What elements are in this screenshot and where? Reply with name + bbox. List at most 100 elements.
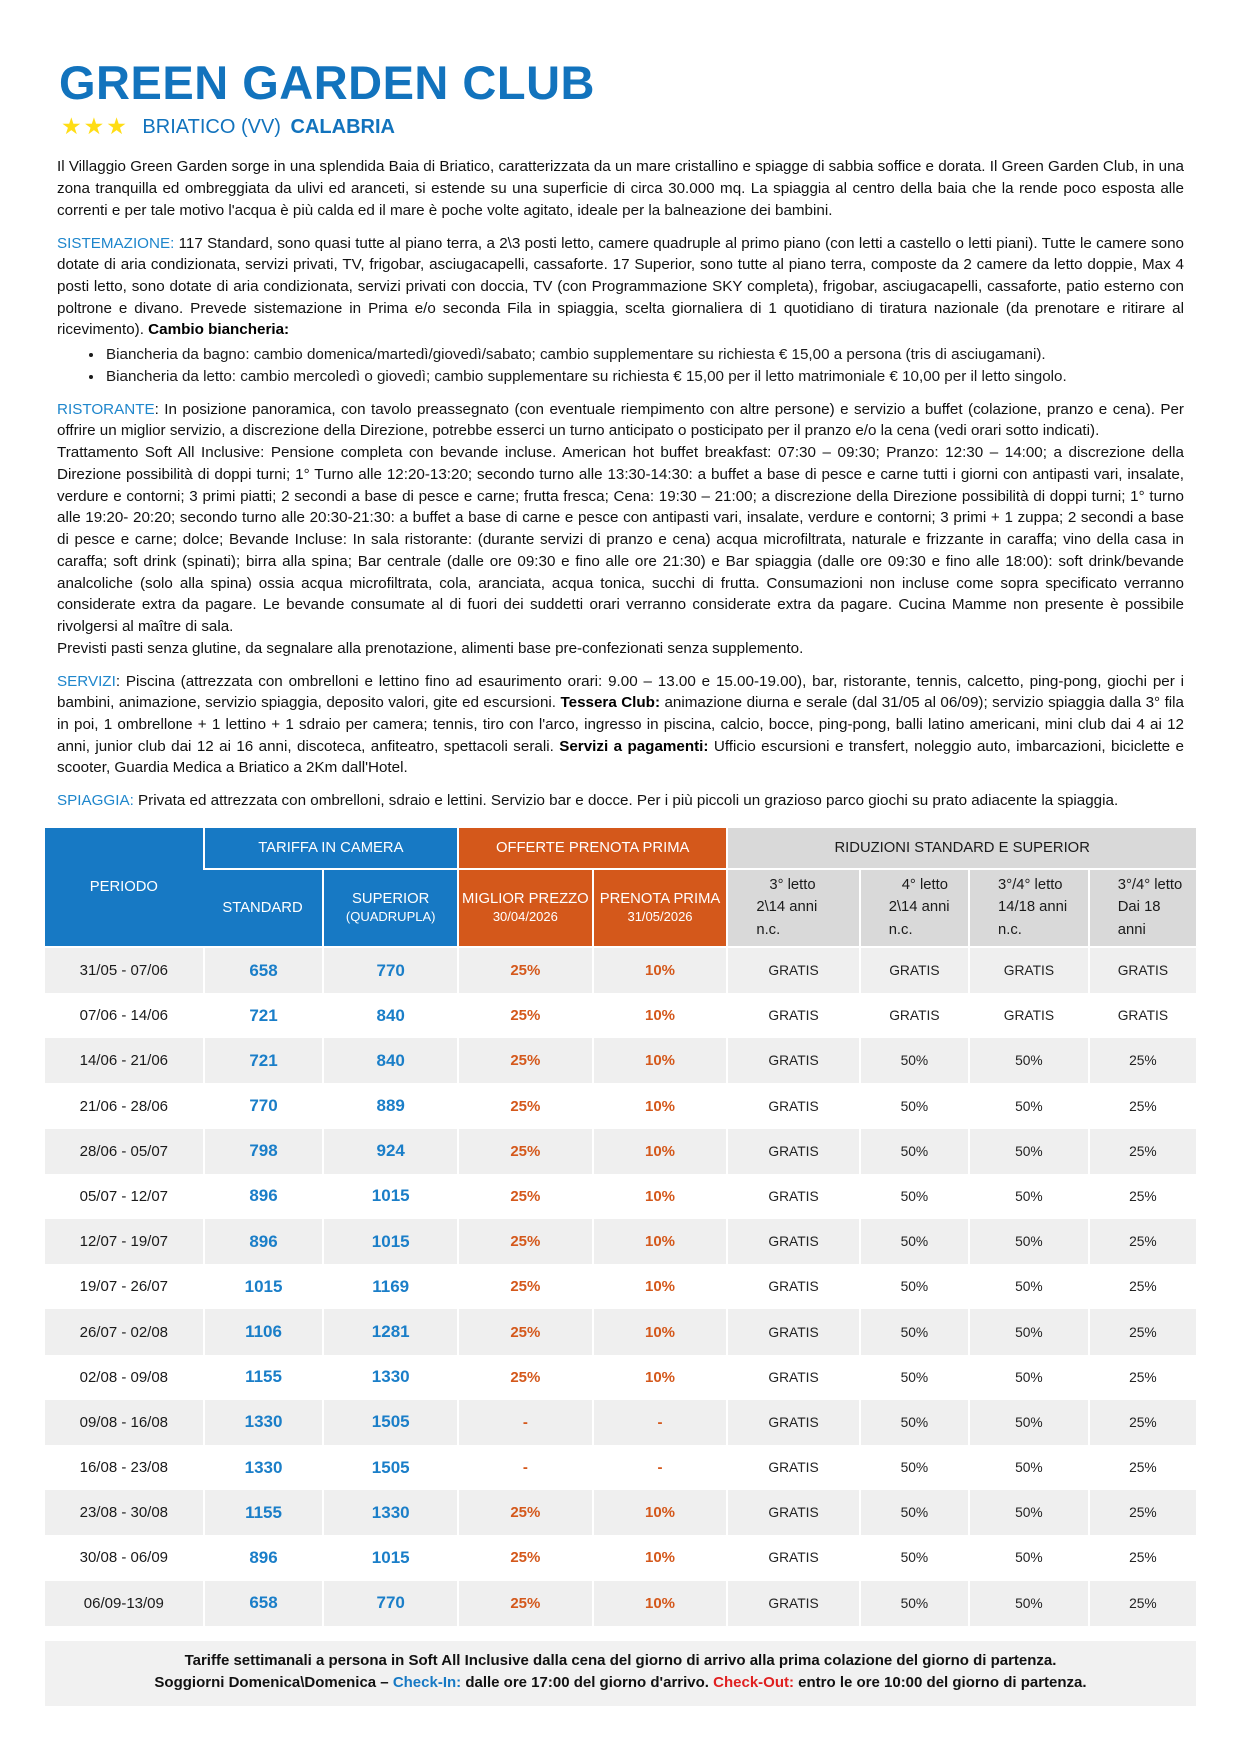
reduction-3letto-cell: GRATIS [726,1444,858,1491]
prenota-prima-cell: 10% [591,1128,727,1174]
superior-price-cell: 889 [322,1083,457,1129]
reduction-34-adulti-cell: 25% [1087,1264,1196,1310]
location-text: BRIATICO (VV) [142,116,281,139]
period-cell: 06/09-13/09 [45,1580,203,1626]
reduction-34-1418-cell: 50% [968,1309,1088,1355]
reduction-4letto-cell: 50% [858,1083,968,1129]
period-cell: 28/06 - 05/07 [45,1128,203,1174]
price-row: 16/08 - 23/08 1330 1505- - GRATIS 50% 50% 25% [45,1444,1196,1491]
miglior-prezzo-cell: 25% [457,945,592,994]
reduction-4letto-cell: 50% [858,1219,969,1265]
reduction-34-adulti-cell: 25% [1087,1444,1196,1491]
reduction-3letto-cell: GRATIS [726,1309,859,1355]
glutine-paragraph: Previsti pasti senza glutine, da segnala… [57,639,804,657]
price-row: 07/06 - 14/06 721 840 25% 10% GRATIS GRATIS GRA… [45,993,1196,1039]
reduction-34-1418-cell: 50% [968,1535,1088,1581]
reduction-4letto-cell: 50% [858,1535,968,1581]
prenota-prima-cell: 10% [591,1354,727,1400]
reduction-34-adulti-cell: 25% [1087,1083,1196,1129]
superior-sublabel: (QUADRUPLA) [345,909,436,925]
reduction-34-adulti-cell: GRATIS [1087,993,1196,1039]
sistemazione-paragraph: SISTEMAZIONE: 117 Standard, sono quasi t… [57,234,1184,339]
superior-price-cell: 1281 [322,1309,458,1355]
ristorante-paragraph: RISTORANTE: In posizione panoramica, con… [57,400,1184,440]
prenota-prima-cell: 10% [591,1309,727,1355]
reduction-4letto-cell: 50% [858,1173,968,1220]
reduction-3letto-cell: GRATIS [726,1219,859,1265]
reduction-34-adulti-cell: 25% [1087,1173,1196,1220]
reduction-34-adulti-cell: 25% [1087,1128,1196,1174]
reduction-34-1418-cell: 50% [968,1038,1088,1084]
price-row: 09/08 - 16/08 1330 1505- - GRATIS 50% 50% 25% [45,1399,1196,1445]
reduction-4letto-cell: 50% [858,1490,969,1536]
list-item-biancheria-bagno: Biancheria da bagno: cambio domenica/mar… [104,344,1184,366]
reduction-4letto-cell: 50% [858,1354,968,1400]
reduction-34-1418-cell: 50% [968,1490,1088,1536]
miglior-prezzo-cell: 25% [457,1219,592,1265]
period-cell: 14/06 - 21/06 [45,1038,203,1084]
standard-price-cell: 721 [202,993,323,1039]
column-header-standard: STANDARD [202,867,323,946]
miglior-prezzo-cell: 25% [457,1354,592,1400]
standard-price-cell: 1330 [202,1399,323,1445]
period-cell: 31/05 - 07/06 [45,945,203,994]
reduction-4letto-cell: 50% [858,1128,969,1174]
miglior-prezzo-cell: 25% [457,1580,592,1626]
reduction-3letto-cell: GRATIS [726,1399,859,1445]
miglior-prezzo-cell: 25% [457,1128,592,1174]
column-header-prenota-prima: PRENOTA PRIMA 31/05/2026 [591,867,727,946]
reduction-34-adulti-cell: 25% [1087,1038,1196,1084]
biancheria-list: Biancheria da bagno: cambio domenica/mar… [57,344,1184,387]
price-row: 30/08 - 06/09 896 1015 25% 10% GRATIS 50% 50% 25… [45,1535,1196,1581]
price-row: 05/07 - 12/07 896 1015 25% 10% GRATIS 50% 50% 25… [45,1173,1196,1220]
price-table: PERIODO TARIFFA IN CAMERA OFFERTE PRENOT… [45,827,1196,1626]
superior-price-cell: 1330 [322,1354,457,1400]
reduction-3letto-cell: GRATIS [726,945,859,994]
prenota-prima-cell: 10% [591,1083,727,1129]
column-header-4letto: 4° letto 2\14 anni n.c. [858,867,969,946]
miglior-date: 30/04/2026 [492,909,558,925]
price-row: 23/08 - 30/08 1155 1330 25% 10% GRATIS 50% 50% 2… [45,1490,1196,1536]
reduction-4letto-cell: 50% [858,1038,969,1084]
miglior-prezzo-cell: - [457,1444,592,1491]
superior-price-cell: 1015 [322,1173,457,1220]
standard-price-cell: 1015 [202,1264,323,1310]
standard-price-cell: 1155 [202,1490,323,1536]
period-cell: 16/08 - 23/08 [79,1459,169,1477]
standard-price-cell: 1106 [202,1309,323,1355]
reduction-34-1418-cell: 50% [968,1354,1088,1400]
reduction-4letto-cell: 50% [858,1309,969,1355]
price-row: 02/08 - 09/08 1155 1330 25% 10% GRATIS 50% 50% 2… [45,1354,1196,1400]
period-cell: 05/07 - 12/07 [79,1187,169,1205]
miglior-prezzo-cell: - [457,1399,592,1445]
reduction-3letto-cell: GRATIS [726,1038,859,1084]
reduction-34-adulti-cell: 25% [1087,1490,1196,1536]
standard-price-cell: 896 [202,1535,323,1581]
servizi-paragraph: SERVIZI: Piscina (attrezzata con ombrell… [57,672,1184,777]
column-header-miglior-prezzo: MIGLIOR PREZZO 30/04/2026 [457,867,592,946]
superior-price-cell: 1169 [322,1264,457,1310]
reduction-34-1418-cell: GRATIS [968,993,1088,1039]
superior-label: SUPERIOR [352,891,430,908]
superior-price-cell: 840 [322,1038,458,1084]
period-cell: 07/06 - 14/06 [79,1007,169,1025]
miglior-prezzo-cell: 25% [457,1535,592,1581]
reduction-34-adulti-cell: 25% [1087,1399,1196,1445]
reduction-3letto-cell: GRATIS [726,1354,858,1400]
miglior-prezzo-cell: 25% [457,1309,592,1355]
prenota-label: PRENOTA PRIMA [599,891,721,908]
standard-price-cell: 721 [202,1038,323,1084]
standard-price-cell: 896 [202,1219,323,1265]
prenota-prima-cell: 10% [591,1490,727,1536]
column-group-riduzioni: RIDUZIONI STANDARD E SUPERIOR [726,827,1196,868]
region-text: CALABRIA [290,116,395,139]
miglior-prezzo-cell: 25% [457,1264,592,1310]
reduction-3letto-cell: GRATIS [726,1490,859,1536]
reduction-3letto-cell: GRATIS [726,993,858,1039]
superior-price-cell: 1330 [322,1490,458,1536]
trattamento-paragraph: Trattamento Soft All Inclusive: Pensione… [57,444,1184,636]
prenota-prima-cell: 10% [591,945,727,994]
superior-price-cell: 1505 [322,1399,458,1445]
superior-price-cell: 840 [322,993,457,1039]
reduction-4letto-cell: GRATIS [858,945,969,994]
